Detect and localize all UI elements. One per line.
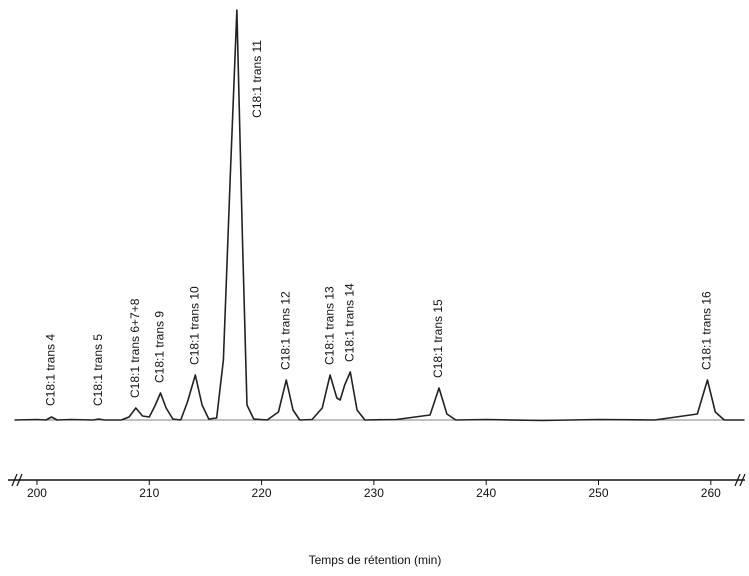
- peak-label: C18:1 trans 6+7+8: [128, 298, 142, 398]
- axis-break: [11, 473, 746, 487]
- x-tick-label: 210: [139, 486, 159, 500]
- peak-label: C18:1 trans 5: [91, 334, 105, 406]
- chromatogram-line: [14, 9, 745, 422]
- x-tick-label: 230: [364, 486, 384, 500]
- peak-label: C18:1 trans 12: [278, 291, 292, 370]
- peak-label: C18:1 trans 15: [431, 299, 445, 378]
- peak-label: C18:1 trans 16: [700, 291, 714, 370]
- peak-label: C18:1 trans 9: [153, 311, 167, 383]
- x-tick-label: 200: [27, 486, 47, 500]
- peak-label: C18:1 trans 13: [322, 286, 336, 365]
- x-tick-label: 240: [476, 486, 496, 500]
- x-tick-label: 260: [701, 486, 721, 500]
- peak-label: C18:1 trans 11: [250, 40, 264, 118]
- peak-label: C18:1 trans 10: [187, 286, 201, 365]
- peak-label: C18:1 trans 14: [342, 283, 356, 362]
- x-tick-label: 250: [588, 486, 608, 500]
- x-axis-label: Temps de rétention (min): [309, 553, 442, 567]
- x-tick-label: 220: [252, 486, 272, 500]
- peak-label: C18:1 trans 4: [44, 334, 58, 406]
